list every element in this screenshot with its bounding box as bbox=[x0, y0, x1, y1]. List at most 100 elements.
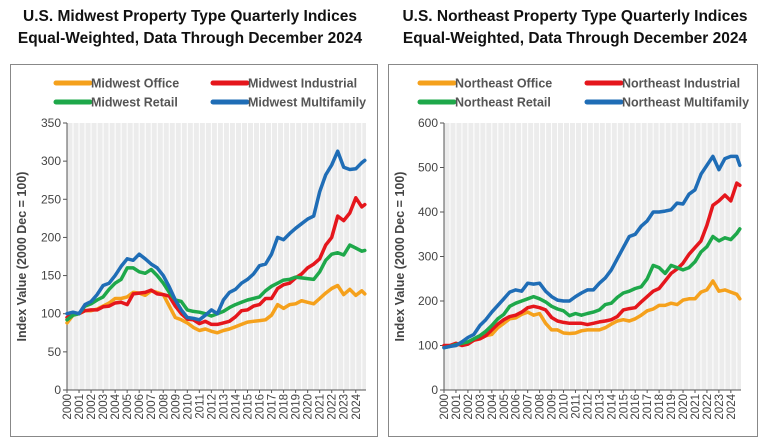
x-tick-label: 2013 bbox=[218, 394, 230, 420]
x-tick-label: 2024 bbox=[726, 393, 738, 419]
x-tick-label: 2002 bbox=[86, 394, 98, 420]
series-line-northeast-office bbox=[442, 279, 742, 349]
x-tick-label: 2005 bbox=[122, 394, 134, 420]
series-line-midwest-industrial bbox=[65, 196, 367, 327]
x-tick-label: 2003 bbox=[98, 394, 110, 420]
x-tick-label: 2016 bbox=[255, 394, 267, 420]
legend-item: Northeast Industrial bbox=[584, 77, 740, 91]
chart-title-northeast: U.S. Northeast Property Type Quarterly I… bbox=[385, 6, 765, 50]
plot-area bbox=[444, 123, 741, 390]
x-tick-label: 2002 bbox=[463, 394, 475, 420]
series-line-northeast-industrial bbox=[442, 181, 742, 348]
y-tick-label: 0 bbox=[431, 383, 438, 397]
northeast-chart-panel bbox=[388, 64, 758, 437]
legend-item: Northeast Multifamily bbox=[584, 96, 749, 110]
x-tick-label: 2020 bbox=[303, 394, 315, 420]
x-tick-label: 2024 bbox=[351, 393, 363, 419]
legend-item: Midwest Industrial bbox=[210, 77, 357, 91]
x-tick-label: 2018 bbox=[279, 394, 291, 420]
x-tick-label: 2021 bbox=[690, 394, 702, 420]
x-tick-label: 2010 bbox=[559, 394, 571, 420]
y-tick-label: 0 bbox=[54, 383, 61, 397]
x-tick-label: 2014 bbox=[606, 393, 618, 419]
y-axis-label: Index Value (2000 Dec = 100) bbox=[393, 172, 407, 342]
title-line-2: Equal-Weighted, Data Through December 20… bbox=[17, 30, 363, 47]
x-tick-label: 2001 bbox=[451, 394, 463, 420]
x-tick-label: 2010 bbox=[182, 394, 194, 420]
x-tick-label: 2000 bbox=[439, 394, 451, 420]
legend-label: Midwest Retail bbox=[91, 96, 178, 110]
title-line-1: U.S. Midwest Property Type Quarterly Ind… bbox=[23, 8, 357, 25]
x-tick-label: 2003 bbox=[475, 394, 487, 420]
x-tick-label: 2022 bbox=[327, 394, 339, 420]
y-tick-label: 50 bbox=[48, 345, 62, 359]
x-tick-label: 2006 bbox=[511, 394, 523, 420]
legend-label: Northeast Retail bbox=[455, 96, 551, 110]
series-line-northeast-multifamily bbox=[442, 154, 742, 350]
series-line-midwest-office bbox=[65, 283, 367, 335]
y-axis-label: Index Value (2000 Dec = 100) bbox=[15, 172, 29, 342]
series-line-midwest-multifamily bbox=[65, 149, 367, 322]
x-tick-label: 2015 bbox=[618, 394, 630, 420]
x-tick-label: 2009 bbox=[170, 394, 182, 420]
x-tick-label: 2012 bbox=[206, 394, 218, 420]
x-tick-label: 2012 bbox=[582, 394, 594, 420]
x-tick-label: 2019 bbox=[666, 394, 678, 420]
legend-label: Midwest Multifamily bbox=[248, 96, 366, 110]
legend-label: Midwest Industrial bbox=[248, 77, 357, 91]
x-tick-label: 2011 bbox=[194, 394, 206, 419]
legend-item: Midwest Multifamily bbox=[210, 96, 366, 110]
y-tick-label: 500 bbox=[418, 161, 438, 175]
x-tick-label: 2023 bbox=[714, 394, 726, 420]
series-line-northeast-retail bbox=[442, 227, 742, 350]
legend-item: Northeast Office bbox=[417, 77, 552, 91]
y-tick-label: 300 bbox=[41, 154, 61, 168]
y-tick-label: 250 bbox=[41, 192, 61, 206]
legend-item: Midwest Office bbox=[53, 77, 179, 91]
legend-label: Northeast Multifamily bbox=[622, 96, 749, 110]
legend-label: Northeast Office bbox=[455, 77, 552, 91]
title-line-1: U.S. Northeast Property Type Quarterly I… bbox=[402, 8, 748, 25]
y-tick-label: 350 bbox=[41, 116, 61, 130]
y-tick-label: 600 bbox=[418, 116, 438, 130]
x-tick-label: 2017 bbox=[267, 394, 279, 420]
x-tick-label: 2022 bbox=[702, 394, 714, 420]
legend-item: Midwest Retail bbox=[53, 96, 178, 110]
x-tick-label: 2008 bbox=[535, 394, 547, 420]
x-tick-label: 2016 bbox=[630, 394, 642, 420]
legend-label: Midwest Office bbox=[91, 77, 179, 91]
legend-item: Northeast Retail bbox=[417, 96, 551, 110]
x-tick-label: 2001 bbox=[74, 394, 86, 420]
x-tick-label: 2000 bbox=[62, 394, 74, 420]
y-tick-label: 150 bbox=[41, 269, 61, 283]
plot-area bbox=[67, 123, 366, 390]
x-tick-label: 2021 bbox=[315, 394, 327, 420]
x-tick-label: 2005 bbox=[499, 394, 511, 420]
x-tick-label: 2007 bbox=[523, 394, 535, 420]
y-tick-label: 200 bbox=[41, 230, 61, 244]
x-tick-label: 2019 bbox=[291, 394, 303, 420]
x-tick-label: 2009 bbox=[547, 394, 559, 420]
y-tick-label: 100 bbox=[418, 339, 438, 353]
x-tick-label: 2014 bbox=[230, 393, 242, 419]
x-tick-label: 2011 bbox=[570, 394, 582, 419]
y-tick-label: 200 bbox=[418, 294, 438, 308]
x-tick-label: 2007 bbox=[146, 394, 158, 420]
y-tick-label: 400 bbox=[418, 205, 438, 219]
title-line-2: Equal-Weighted, Data Through December 20… bbox=[402, 30, 748, 47]
x-tick-label: 2017 bbox=[642, 394, 654, 420]
midwest-chart-panel bbox=[10, 64, 378, 437]
x-tick-label: 2013 bbox=[594, 394, 606, 420]
x-tick-label: 2006 bbox=[134, 394, 146, 420]
x-tick-label: 2015 bbox=[242, 394, 254, 420]
x-tick-label: 2020 bbox=[678, 394, 690, 420]
x-tick-label: 2008 bbox=[158, 394, 170, 420]
x-tick-label: 2004 bbox=[110, 393, 122, 419]
y-tick-label: 100 bbox=[41, 307, 61, 321]
y-tick-label: 300 bbox=[418, 250, 438, 264]
chart-title-midwest: U.S. Midwest Property Type Quarterly Ind… bbox=[0, 6, 380, 50]
legend-label: Northeast Industrial bbox=[622, 77, 740, 91]
